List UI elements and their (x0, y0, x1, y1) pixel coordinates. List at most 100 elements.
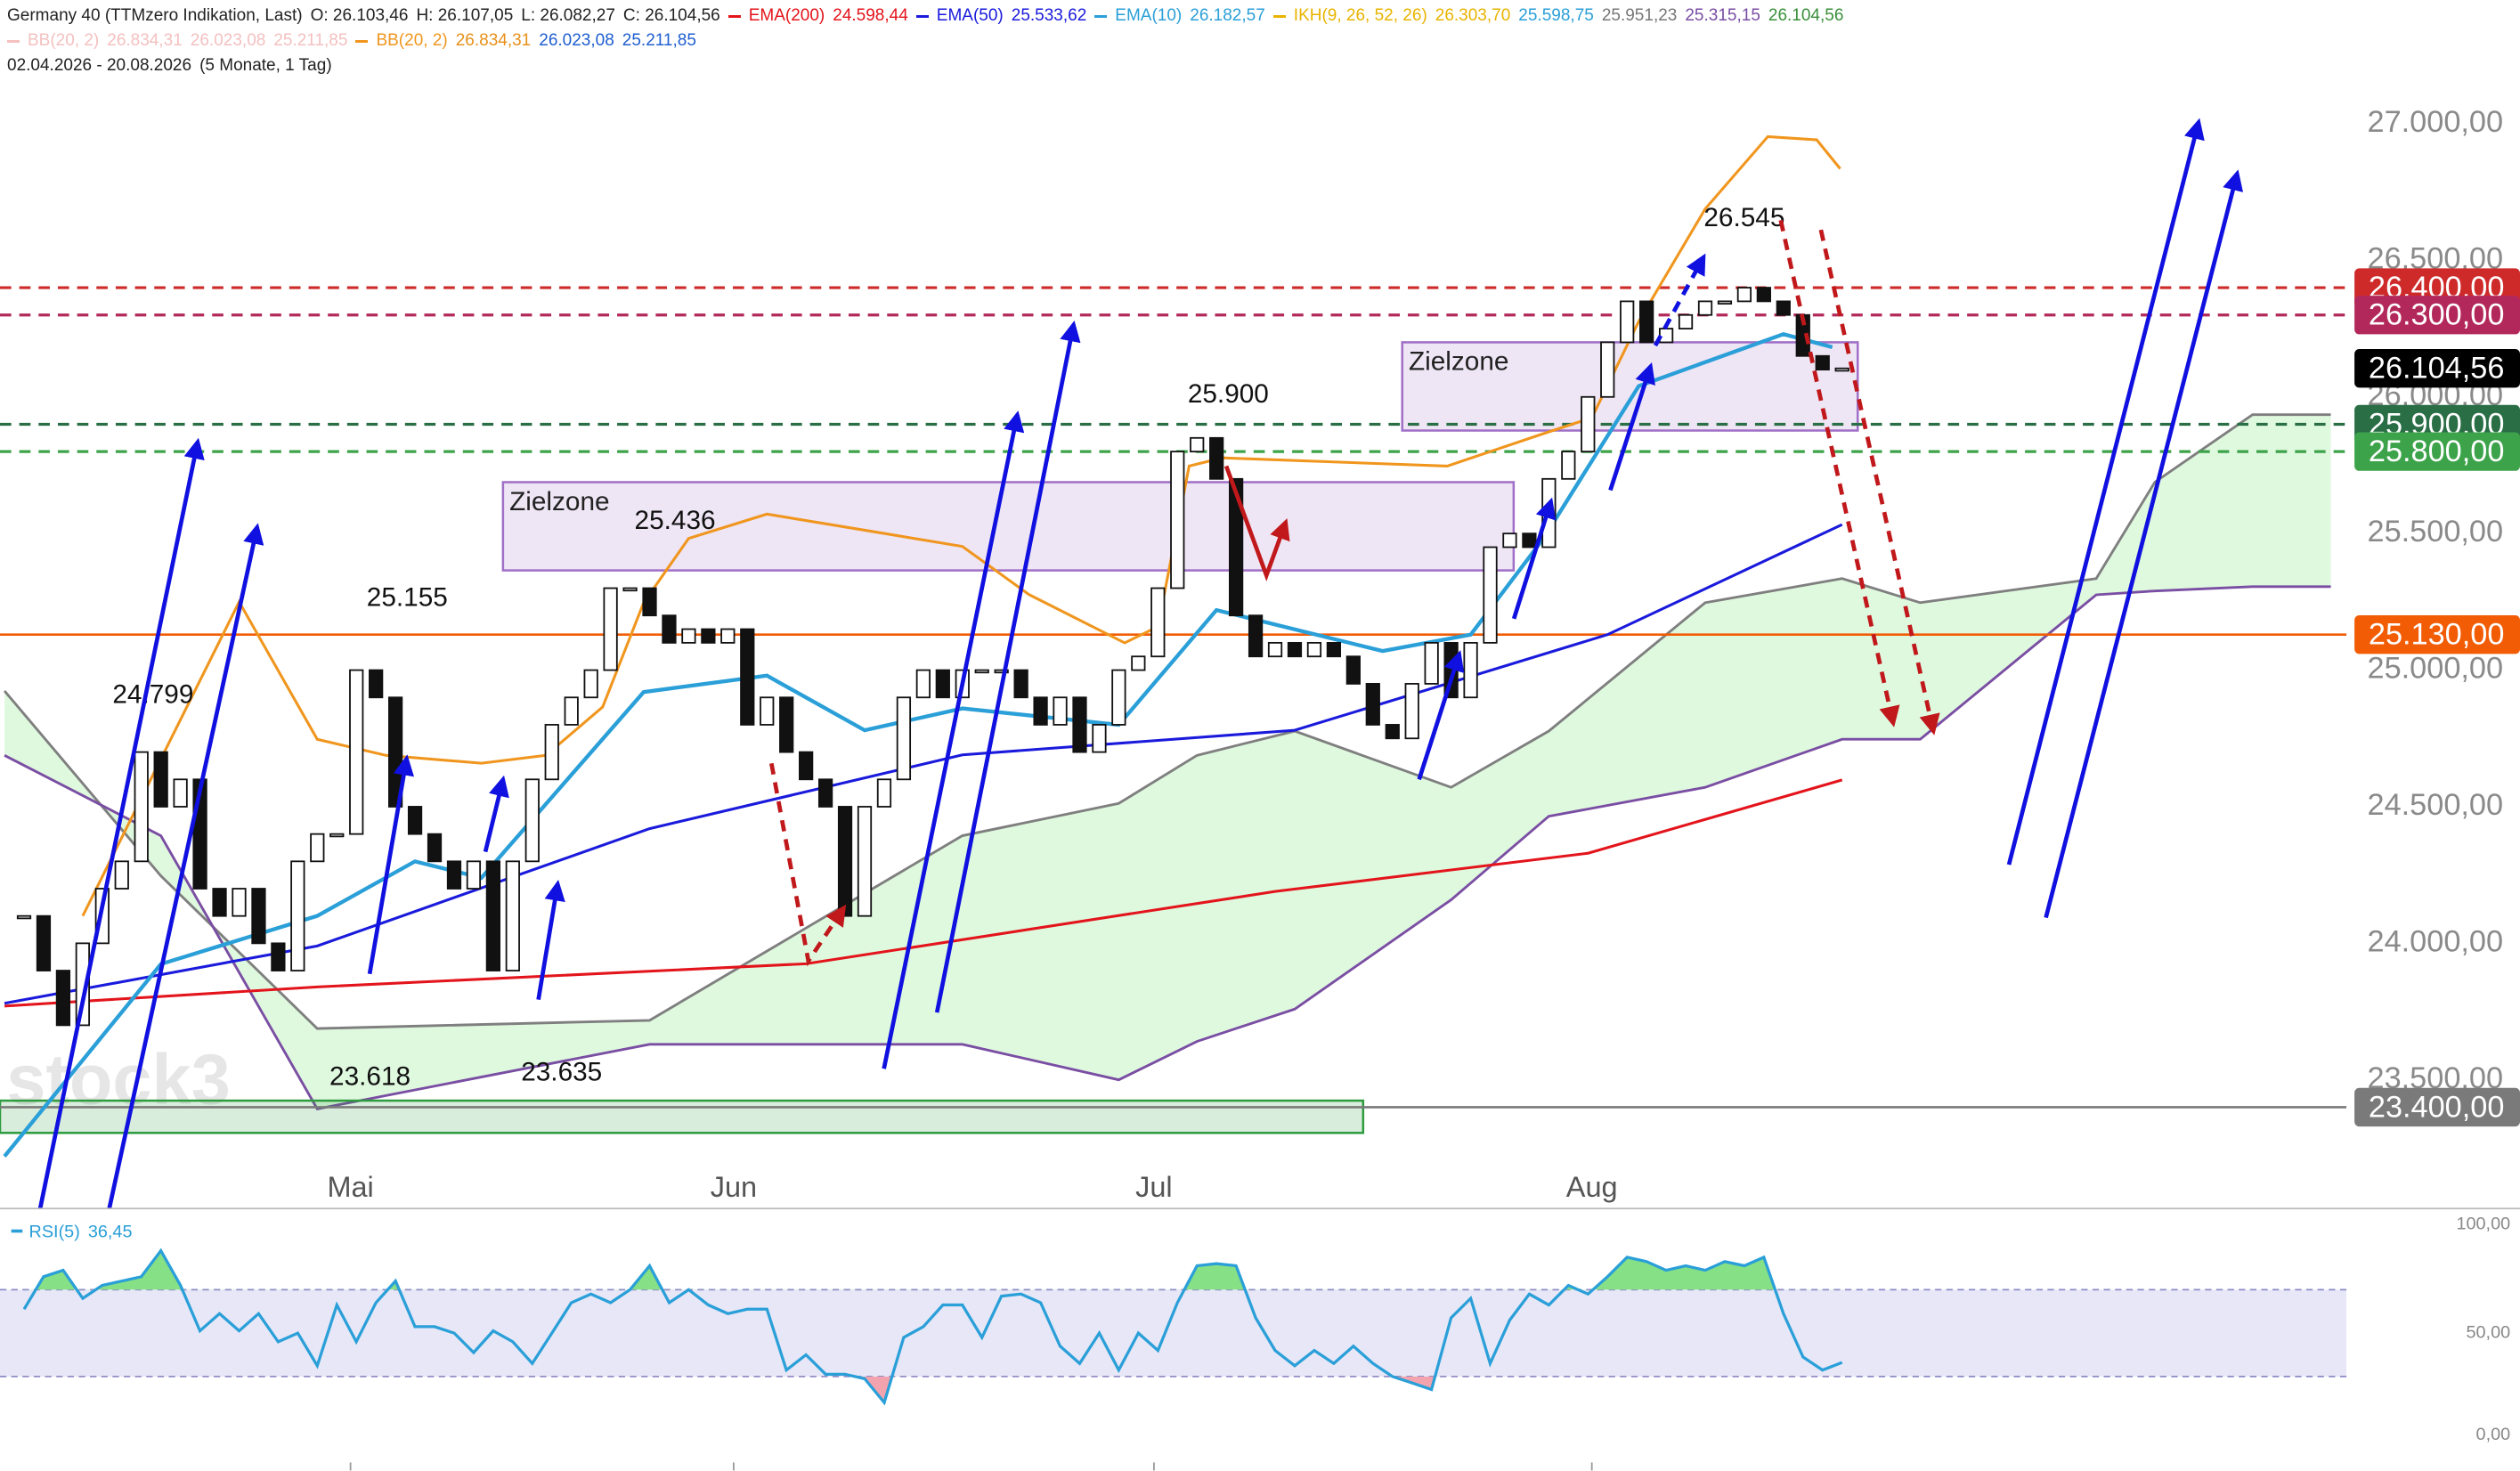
candle-body (1522, 532, 1537, 549)
legend-value: 26.834,31 (107, 31, 183, 50)
legend-name: IKH(9, 26, 52, 26) (1293, 6, 1427, 25)
candle-body (329, 833, 345, 838)
legend-value: 26.182,57 (1190, 6, 1265, 25)
x-tick-label: Jun (711, 1171, 757, 1203)
candle-body (1306, 641, 1322, 658)
price-annotation: 23.618 (329, 1062, 411, 1092)
candle-body (505, 860, 520, 971)
candle-body (935, 669, 950, 699)
ohlc-value: L: 26.082,27 (521, 6, 615, 25)
ohlc-value: C: 26.104,56 (622, 6, 720, 25)
candle-body (837, 806, 853, 917)
legend-value: 25.315,15 (1685, 6, 1760, 25)
candle-body (1345, 655, 1361, 685)
candle-body (1639, 300, 1654, 344)
candle-body (1111, 669, 1126, 726)
legend-value: 26.303,70 (1435, 6, 1511, 25)
rsi-swatch (11, 1229, 23, 1233)
rsi-tick-label: 50,00 (2466, 1322, 2510, 1342)
level-label: 25.800,00 (2369, 435, 2505, 468)
candle-body (153, 751, 168, 808)
candle-body (1131, 655, 1146, 671)
legend-value: 25.211,85 (273, 31, 348, 50)
legend-swatch (728, 14, 741, 18)
y-tick-label: 25.500,00 (2368, 515, 2504, 549)
candle-body (1228, 477, 1244, 617)
legend-value: 26.023,08 (539, 31, 614, 50)
legend-value: 26.104,56 (1768, 6, 1844, 25)
zone-label: Zielzone (1409, 347, 1509, 377)
candle-body (1404, 683, 1419, 740)
candle-body (1248, 614, 1264, 658)
candle-body (1385, 724, 1400, 740)
arrow (1223, 465, 1290, 581)
candle-body (740, 628, 755, 726)
legend-value: 24.598,44 (833, 6, 908, 25)
candle-body (896, 696, 912, 781)
arrow (1818, 229, 1940, 736)
level-label-box (2354, 432, 2520, 471)
header-row: BB(20, 2) 26.834,31 26.023,08 25.211,85 BB(2… (7, 28, 1843, 53)
x-tick-label: Aug (1566, 1171, 1618, 1203)
legend-value: 25.211,85 (622, 31, 696, 50)
legend-swatch (1272, 14, 1286, 18)
candle-body (994, 669, 1009, 674)
arrow (2044, 169, 2244, 919)
arrow (37, 437, 205, 1209)
indicator-line (3, 331, 1833, 1158)
ichimoku-cloud (4, 414, 2331, 1109)
level-label-box (2354, 296, 2520, 335)
candle-body (1561, 451, 1576, 480)
legend-value: 25.598,75 (1518, 6, 1594, 25)
rsi-line (22, 1248, 1843, 1406)
level-label: 25.130,00 (2369, 618, 2505, 652)
legend-swatch (355, 39, 369, 43)
zone-label: Zielzone (509, 487, 610, 516)
arrow (769, 762, 847, 967)
legend-name: BB(20, 2) (376, 31, 448, 50)
arrow (1608, 362, 1655, 492)
senkou-a (3, 413, 2331, 1030)
candle-body (720, 628, 736, 644)
candle-body (642, 587, 657, 617)
candle-body (1150, 587, 1166, 658)
price-annotation: 25.436 (635, 506, 716, 535)
candle-body (1365, 683, 1380, 726)
period: (5 Monate, 1 Tag) (199, 56, 332, 75)
rsi-band (0, 1289, 2347, 1377)
candle-body (1033, 696, 1048, 726)
candle-body (1463, 641, 1478, 699)
arrow (1778, 219, 1900, 727)
candle-body (212, 888, 227, 917)
candle-body (55, 970, 71, 1027)
candle-body (701, 628, 716, 644)
arrows (37, 118, 2244, 1209)
candle-body (583, 669, 598, 699)
arrow (483, 775, 509, 853)
candle-body (1326, 641, 1342, 658)
candle-body (662, 614, 677, 644)
arrow (536, 880, 565, 1001)
candle-body (817, 778, 833, 808)
candle-body (564, 696, 579, 726)
axes: Mai Jun Jul Aug27.000,0026.500,0026.000,002… (0, 105, 2520, 1471)
candle-body (1013, 669, 1028, 699)
candle-body (349, 669, 364, 835)
candle-body (1834, 367, 1849, 372)
candle-body (310, 833, 325, 863)
candle-body (1736, 287, 1752, 303)
x-tick-label: Jul (1135, 1171, 1173, 1203)
candle-body (1209, 436, 1224, 480)
legend-value: 25.533,62 (1011, 6, 1087, 25)
arrow (107, 523, 264, 1209)
candle-body (1092, 724, 1107, 753)
candle-body (75, 942, 90, 1027)
legend-name: BB(20, 2) (28, 31, 100, 50)
candle-body (232, 888, 247, 917)
chart-header: Germany 40 (TTMzero Indikation, Last) O: … (7, 4, 1843, 78)
arrow (934, 320, 1081, 1013)
candle-body (1697, 300, 1713, 316)
arrow (1417, 650, 1465, 781)
candle-body (876, 778, 892, 808)
